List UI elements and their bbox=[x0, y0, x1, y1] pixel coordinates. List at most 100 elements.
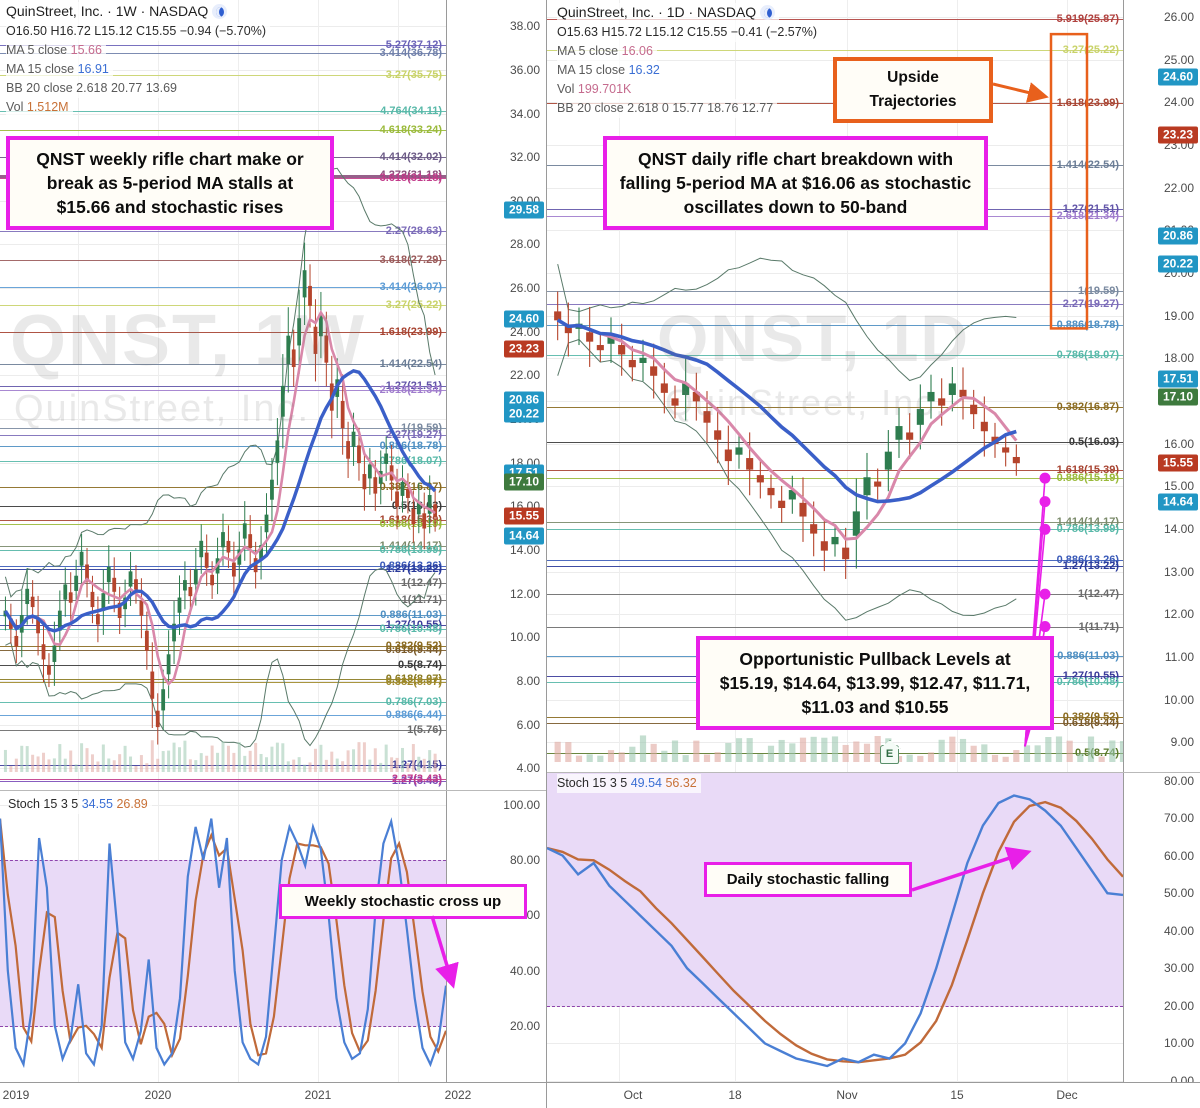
weekly-price-pane[interactable]: 5.919(39.47)5.27(37.12)3.414(36.78)3.27(… bbox=[0, 0, 546, 790]
annotation-daily-main: QNST daily rifle chart breakdown with fa… bbox=[603, 136, 988, 230]
fib-level-label: 2.618(21.34) bbox=[379, 383, 442, 396]
stoch-tick-label: 60.00 bbox=[1163, 848, 1194, 863]
price-tick-label: 19.00 bbox=[1163, 308, 1194, 323]
price-badge[interactable]: 23.23 bbox=[1157, 126, 1198, 144]
price-tick-label: 28.00 bbox=[509, 237, 540, 252]
fib-level-label: 3.414(36.78) bbox=[379, 46, 442, 59]
fib-level-label: 1.27(13.22) bbox=[385, 563, 442, 576]
price-gridline bbox=[0, 113, 446, 115]
price-gridline bbox=[0, 288, 446, 290]
daily-symbol-title[interactable]: QuinStreet, Inc. · 1D · NASDAQ bbox=[557, 4, 757, 20]
price-badge[interactable]: 24.60 bbox=[503, 310, 544, 328]
fib-level-label: 0.382(16.87) bbox=[1056, 400, 1119, 413]
fib-level-label: 0.5(8.74) bbox=[397, 658, 442, 671]
weekly-ohlc-high: H16.72 bbox=[50, 24, 91, 38]
price-tick-label: 36.00 bbox=[509, 62, 540, 77]
fib-level-label: 0.5(16.03) bbox=[1068, 436, 1119, 449]
price-badge[interactable]: 15.55 bbox=[503, 507, 544, 525]
moon-icon bbox=[211, 4, 227, 19]
weekly-price-plot[interactable]: 5.919(39.47)5.27(37.12)3.414(36.78)3.27(… bbox=[0, 0, 446, 790]
daily-time-label: Nov bbox=[836, 1088, 858, 1102]
weekly-time-axis[interactable]: 2019 2020 2021 2022 bbox=[0, 1082, 546, 1108]
price-gridline bbox=[0, 69, 446, 71]
price-vgridline bbox=[1067, 0, 1068, 772]
fib-level-line bbox=[0, 305, 446, 307]
fib-level-line bbox=[0, 505, 446, 507]
fib-level-line bbox=[0, 230, 446, 232]
price-badge[interactable]: 17.51 bbox=[1157, 370, 1198, 388]
weekly-price-scale[interactable]: 38.0036.0034.0032.0030.0028.0026.0024.00… bbox=[446, 0, 546, 790]
fib-level-label: 0.382(9.52) bbox=[1062, 711, 1119, 724]
price-gridline bbox=[547, 571, 1123, 573]
price-badge[interactable]: 14.64 bbox=[503, 527, 544, 545]
daily-stoch-lines bbox=[547, 794, 1123, 1068]
daily-stoch-scale[interactable]: 80.00 70.00 60.00 50.00 40.00 30.00 20.00 10.00… bbox=[1123, 773, 1200, 1088]
price-badge[interactable]: 20.22 bbox=[503, 405, 544, 423]
price-tick-label: 22.00 bbox=[509, 368, 540, 383]
price-badge[interactable]: 14.64 bbox=[1157, 493, 1198, 511]
stoch-gridline bbox=[547, 1043, 1123, 1045]
fib-level-line bbox=[547, 594, 1123, 596]
weekly-symbol-title[interactable]: QuinStreet, Inc. · 1W · NASDAQ bbox=[6, 3, 209, 19]
weekly-bb-value: 20.77 13.69 bbox=[110, 81, 177, 95]
price-tick-label: 14.00 bbox=[509, 542, 540, 557]
weekly-time-label: 2021 bbox=[304, 1088, 332, 1102]
fib-level-line bbox=[0, 434, 446, 436]
fib-level-label: 2.27(28.63) bbox=[385, 224, 442, 237]
fib-level-label: 2.27(3.43) bbox=[391, 772, 442, 785]
price-gridline bbox=[0, 724, 446, 726]
price-badge[interactable]: 20.86 bbox=[503, 391, 544, 409]
earnings-marker-icon[interactable]: E bbox=[880, 745, 899, 764]
price-vgridline bbox=[318, 0, 319, 790]
daily-price-scale[interactable]: 26.0025.0024.0023.0022.0021.0020.0019.00… bbox=[1123, 0, 1200, 772]
weekly-stoch-plot[interactable] bbox=[0, 791, 446, 1082]
fib-level-label: 1.414(14.17) bbox=[379, 540, 442, 553]
fib-level-label: 0.382(8.07) bbox=[385, 676, 442, 688]
daily-stoch-plot[interactable] bbox=[547, 773, 1123, 1082]
price-gridline bbox=[547, 358, 1123, 360]
annotation-weekly-stoch-cross: Weekly stochastic cross up bbox=[279, 884, 527, 919]
fib-level-label: 1.27(13.22) bbox=[1062, 560, 1119, 573]
daily-vol-label: Vol bbox=[557, 82, 575, 96]
price-tick-label: 26.00 bbox=[509, 281, 540, 296]
daily-stoch-pane[interactable]: 80.00 70.00 60.00 50.00 40.00 30.00 20.00 10.00… bbox=[547, 772, 1200, 1088]
fib-level-line bbox=[547, 355, 1123, 357]
fib-level-line bbox=[0, 679, 446, 681]
price-gridline bbox=[547, 614, 1123, 616]
price-gridline bbox=[547, 17, 1123, 19]
daily-bb-label: BB 20 close 2.618 0 bbox=[557, 101, 669, 115]
weekly-bb-label: BB 20 close 2.618 bbox=[6, 81, 108, 95]
price-gridline bbox=[0, 593, 446, 595]
fib-level-label: 1(12.47) bbox=[401, 577, 442, 590]
price-gridline bbox=[547, 486, 1123, 488]
daily-time-label: 15 bbox=[950, 1088, 964, 1102]
price-vgridline bbox=[957, 0, 958, 772]
fib-level-label: 0.886(15.19) bbox=[379, 518, 442, 530]
price-badge[interactable]: 29.58 bbox=[503, 201, 544, 219]
fib-level-label: 0.886(13.26) bbox=[1056, 554, 1119, 567]
weekly-ma5-label: MA 5 close bbox=[6, 43, 68, 57]
fib-level-line bbox=[0, 682, 446, 683]
price-badge[interactable]: 17.10 bbox=[503, 473, 544, 491]
price-badge[interactable]: 17.10 bbox=[1157, 388, 1198, 406]
stoch-tick-label: 70.00 bbox=[1163, 811, 1194, 826]
fib-level-line bbox=[0, 363, 446, 365]
price-tick-label: 22.00 bbox=[1163, 180, 1194, 195]
price-badge[interactable]: 20.86 bbox=[1157, 227, 1198, 245]
price-badge[interactable]: 15.55 bbox=[1157, 454, 1198, 472]
fib-level-label: 1.27(10.55) bbox=[1062, 670, 1119, 682]
fib-level-label: 0.786(18.07) bbox=[1056, 349, 1119, 362]
fib-level-line bbox=[547, 19, 1123, 21]
daily-time-axis[interactable]: Oct 18 Nov 15 Dec bbox=[547, 1082, 1200, 1108]
fib-level-line bbox=[0, 664, 446, 666]
price-badge[interactable]: 23.23 bbox=[503, 340, 544, 357]
price-badge[interactable]: 24.60 bbox=[1157, 68, 1198, 86]
fib-level-line bbox=[0, 569, 446, 571]
fib-level-line bbox=[0, 259, 446, 261]
fib-level-line bbox=[0, 628, 446, 630]
fib-level-label: 2.27(19.27) bbox=[385, 428, 442, 441]
price-badge[interactable]: 20.22 bbox=[1157, 255, 1198, 273]
price-tick-label: 38.00 bbox=[509, 19, 540, 34]
